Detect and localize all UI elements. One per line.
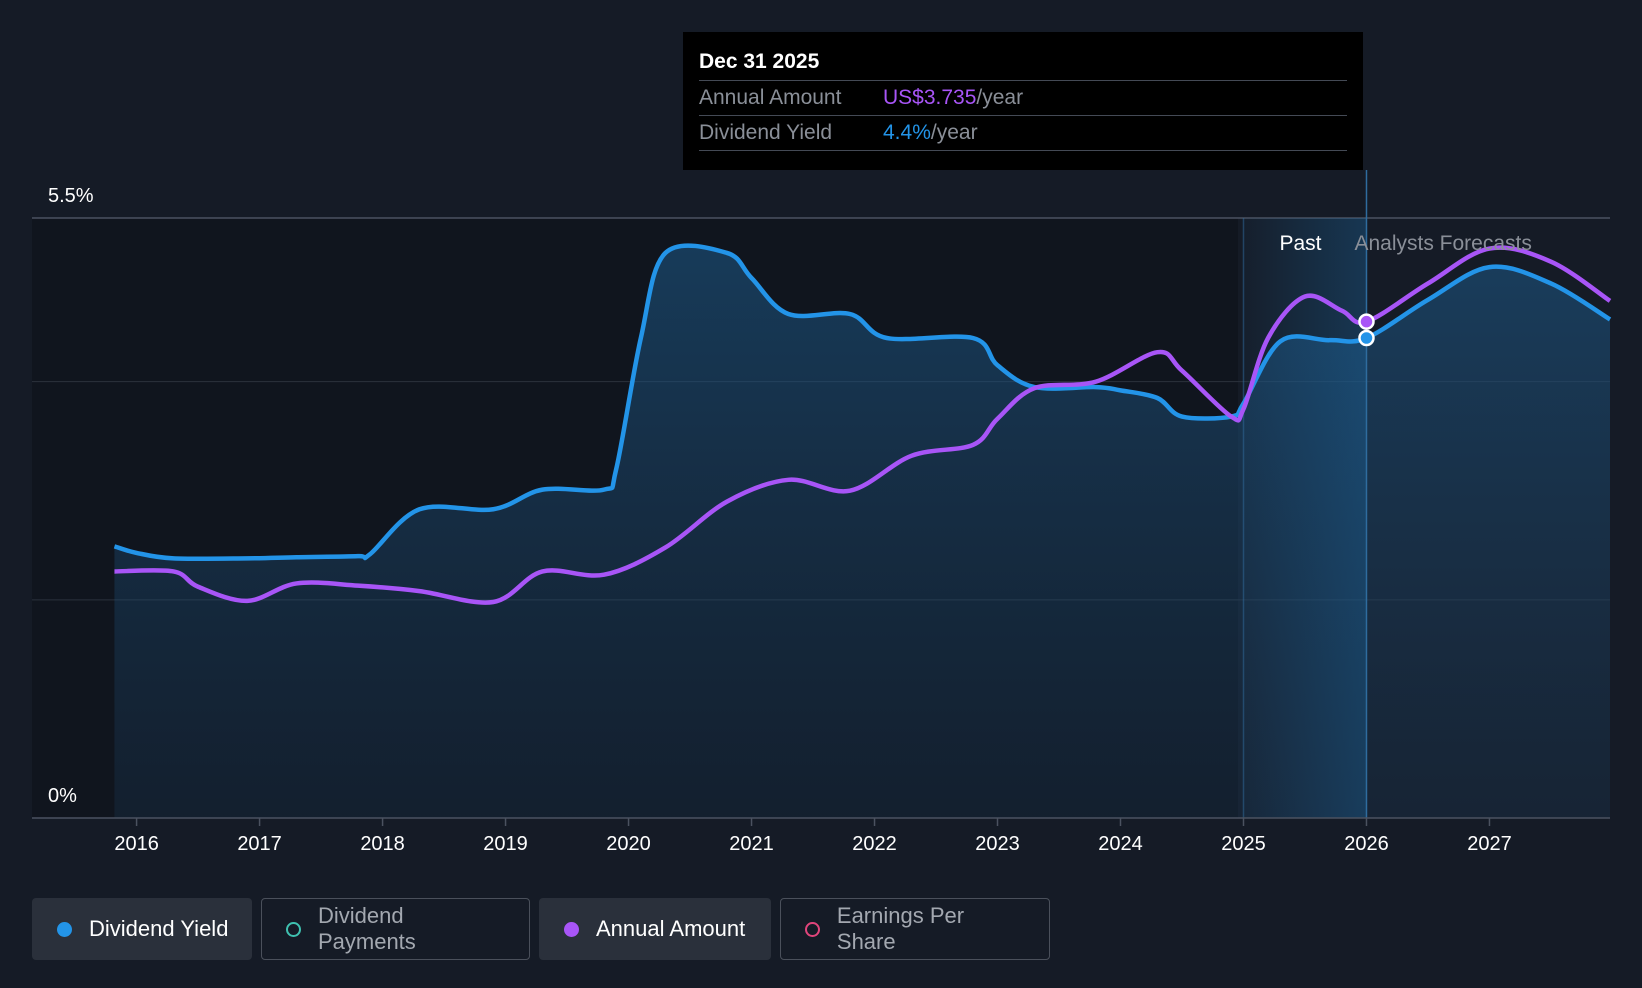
x-tick-label: 2017 bbox=[237, 833, 282, 855]
dividend-yield-marker[interactable] bbox=[1358, 329, 1375, 347]
past-band-highlight bbox=[1243, 218, 1367, 818]
past-label: Past bbox=[1279, 232, 1321, 255]
legend-annual-amount-button[interactable]: Annual Amount bbox=[539, 898, 771, 960]
tooltip-unit: /year bbox=[976, 86, 1024, 109]
tooltip-value: 4.4% bbox=[883, 121, 931, 144]
dividend-yield-area bbox=[114, 245, 1611, 819]
legend-label: Dividend Payments bbox=[317, 903, 416, 954]
x-tick-label: 2020 bbox=[606, 833, 651, 855]
x-tick-label: 2023 bbox=[975, 833, 1020, 855]
tooltip-row-dividend-yield: Dividend Yield 4.4% /year bbox=[699, 116, 1347, 151]
legend-label: Earnings Per Share bbox=[836, 903, 965, 954]
legend-label: Annual Amount bbox=[596, 916, 746, 941]
tooltip-date: Dec 31 2025 bbox=[699, 50, 1347, 81]
x-tick-label: 2022 bbox=[852, 833, 897, 855]
dividend-chart: 2016 2017 2018 2019 2020 2021 2022 2023 2024 2025… bbox=[32, 170, 1612, 855]
earnings-per-share-ring-icon bbox=[805, 921, 820, 937]
tooltip-unit: /year bbox=[930, 121, 978, 144]
dividend-yield-dot-icon bbox=[57, 921, 72, 937]
x-tick-label: 2018 bbox=[360, 833, 405, 855]
dividend-payments-ring-icon bbox=[286, 921, 301, 937]
legend-label: Dividend Yield bbox=[89, 916, 229, 941]
dividend-yield-line bbox=[113, 243, 1612, 562]
annual-amount-marker[interactable] bbox=[1358, 313, 1375, 330]
x-tick-label: 2019 bbox=[483, 833, 528, 855]
y-axis-top-label: 5.5% bbox=[48, 185, 94, 207]
x-tick-label: 2025 bbox=[1221, 833, 1266, 855]
x-tick-label: 2021 bbox=[729, 833, 774, 855]
x-tick-label: 2024 bbox=[1098, 833, 1143, 855]
legend-dividend-payments-button[interactable]: Dividend Payments bbox=[261, 898, 530, 960]
tooltip-label: Dividend Yield bbox=[699, 121, 833, 144]
legend: Dividend Yield Dividend Payments Annual … bbox=[32, 898, 1050, 960]
tooltip-label: Annual Amount bbox=[699, 86, 842, 109]
analysts-forecasts-label: Analysts Forecasts bbox=[1354, 232, 1531, 255]
annual-amount-dot-icon bbox=[564, 921, 579, 937]
y-axis-bottom-label: 0% bbox=[48, 785, 77, 807]
x-tick-label: 2027 bbox=[1467, 833, 1512, 855]
legend-dividend-yield-button[interactable]: Dividend Yield bbox=[32, 898, 252, 960]
legend-earnings-per-share-button[interactable]: Earnings Per Share bbox=[780, 898, 1050, 960]
annual-amount-line bbox=[114, 245, 1612, 605]
x-axis-ticks: 2016 2017 2018 2019 2020 2021 2022 2023 2024 2025… bbox=[114, 818, 1512, 855]
tooltip-value: US$3.735 bbox=[883, 86, 977, 109]
tooltip-row-annual-amount: Annual Amount US$3.735 /year bbox=[699, 81, 1347, 116]
x-tick-label: 2026 bbox=[1344, 833, 1389, 855]
tooltip: Dec 31 2025 Annual Amount US$3.735 /year… bbox=[683, 32, 1363, 170]
x-tick-label: 2016 bbox=[114, 833, 159, 855]
